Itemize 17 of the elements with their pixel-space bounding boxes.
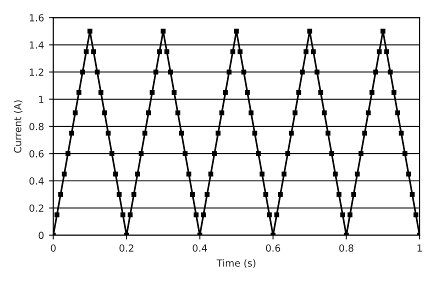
y-tick-label: 0.8 [29,122,44,130]
y-tick-label: 0.4 [29,177,44,185]
y-tick-label: 0 [38,232,44,240]
y-tick-label: 1.2 [30,68,44,76]
x-axis-title: Time (s) [216,259,256,268]
x-tick-label: 0.4 [192,244,207,252]
y-tick-label: 0.2 [29,204,44,212]
x-tick-label: 0.2 [119,244,134,252]
x-tick-label: 0.8 [339,244,354,252]
y-tick-label: 1 [39,96,44,103]
x-tick-label: 1 [418,244,422,252]
y-tick-label: 0.6 [29,150,44,158]
x-tick-label: 0 [50,244,56,252]
x-tick-label: 0.6 [266,244,280,252]
y-tick-label: 1.4 [30,41,44,49]
y-tick-label: 1.6 [30,14,44,22]
y-axis-title: Current (A) [14,100,22,153]
